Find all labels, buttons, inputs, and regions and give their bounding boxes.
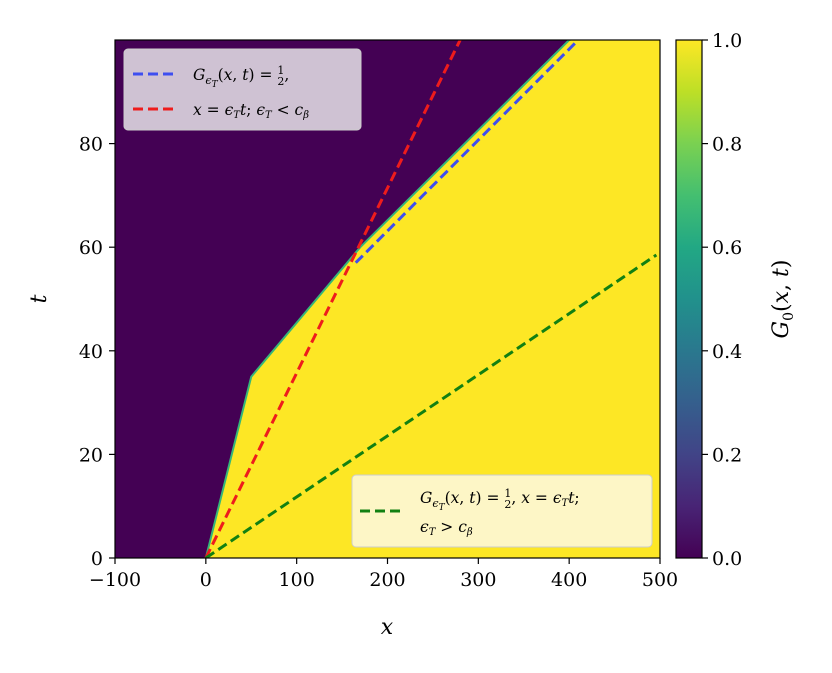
series-line-2 — [204, 40, 462, 558]
x-axis-label: x — [381, 615, 394, 640]
legend-label-green-line2: ϵT > cβ — [420, 518, 473, 538]
y-axis-label: t — [27, 294, 52, 303]
colorbar-label: G0(x, t) — [769, 260, 797, 339]
y-tick-label: 40 — [79, 341, 103, 363]
colorbar — [675, 39, 703, 559]
colorbar-ticks: 0.0 0.2 0.4 0.6 0.8 1.0 — [702, 30, 742, 570]
x-tick-label: 400 — [551, 569, 587, 591]
x-tick-label: 500 — [642, 569, 678, 591]
y-tick-label: 60 — [79, 237, 103, 259]
legend-label-green-line1: GϵT(x, t) = 1 2, x = ϵTt; — [420, 487, 580, 513]
y-axis-ticks: 0 20 40 60 80 — [79, 134, 115, 570]
colorbar-tick-label: 0.8 — [712, 134, 742, 156]
y-tick-label: 20 — [79, 444, 103, 466]
legend-bottom-right: GϵT(x, t) = 1 2, x = ϵTt; ϵT > cβ — [351, 474, 653, 548]
legend-label-red: x = ϵTt; ϵT < cβ — [193, 101, 309, 121]
series-line-3 — [204, 253, 658, 558]
x-tick-label: 0 — [200, 569, 212, 591]
heatmap-plot-area — [115, 40, 660, 558]
series-lines — [204, 40, 658, 558]
legend-label-blue: GϵT(x, t) = 1 2, — [193, 64, 289, 90]
colorbar-tick-label: 0.2 — [712, 444, 742, 466]
series-line-1 — [354, 40, 580, 264]
colorbar-tick-label: 1.0 — [712, 30, 742, 52]
legend-bottom-right-frame — [351, 474, 653, 548]
x-tick-label: 100 — [279, 569, 315, 591]
x-tick-label: 200 — [369, 569, 405, 591]
colorbar-tick-label: 0.6 — [712, 237, 742, 259]
x-axis-ticks: −100 0 100 200 300 400 500 — [89, 558, 678, 591]
legend-top-left: GϵT(x, t) = 1 2, x = ϵTt; ϵT < cβ — [123, 48, 362, 131]
legend-top-left-frame — [123, 48, 362, 131]
colorbar-tick-label: 0.4 — [712, 341, 742, 363]
heatmap-high-region — [204, 40, 660, 558]
y-tick-label: 0 — [91, 548, 103, 570]
x-tick-label: −100 — [89, 569, 141, 591]
x-tick-label: 300 — [460, 569, 496, 591]
y-tick-label: 80 — [79, 134, 103, 156]
colorbar-tick-label: 0.0 — [712, 548, 742, 570]
